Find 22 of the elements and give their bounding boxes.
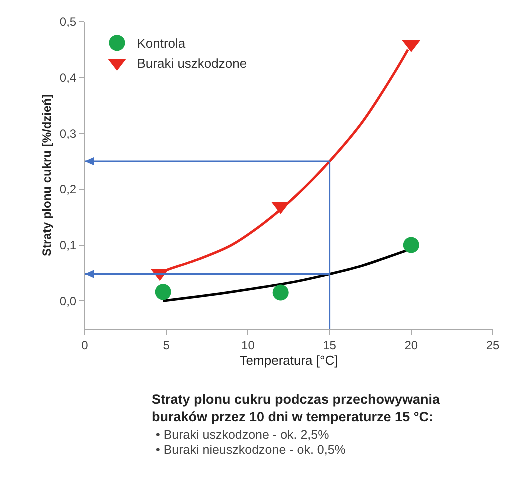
x-tick-label: 10: [242, 338, 256, 352]
x-tick-label: 15: [323, 338, 337, 352]
text: • Buraki nieuszkodzone - ok. 0,5%: [156, 443, 346, 457]
legend-label: Kontrola: [137, 36, 186, 52]
x-tick-label: 20: [404, 338, 418, 352]
y-tick-label: 0,3: [60, 126, 77, 141]
x-tick-label: 0: [82, 338, 89, 352]
y-tick-label: 0,4: [60, 71, 77, 86]
x-tick-label: 25: [486, 338, 500, 352]
y-tick-label: 0,5: [60, 15, 77, 30]
y-axis-title: Straty plonu cukru [%/dzień]: [40, 94, 54, 257]
text: • Buraki uszkodzone - ok. 2,5%: [156, 428, 330, 442]
y-tick-label: 0,2: [60, 182, 77, 197]
legend-label: Buraki uszkodzone: [137, 56, 248, 72]
x-tick-label: 5: [163, 338, 170, 352]
point: [155, 284, 172, 300]
y-tick-label: 0,0: [60, 294, 77, 308]
point: [272, 284, 289, 301]
y-tick-label: 0,1: [60, 238, 77, 252]
point: [403, 237, 420, 254]
x-axis-title: Temperatura [°C]: [240, 353, 338, 368]
text: Straty plonu cukru podczas przechowywania buraków przez 10 dni w temperaturze 15 °C:: [152, 392, 441, 425]
